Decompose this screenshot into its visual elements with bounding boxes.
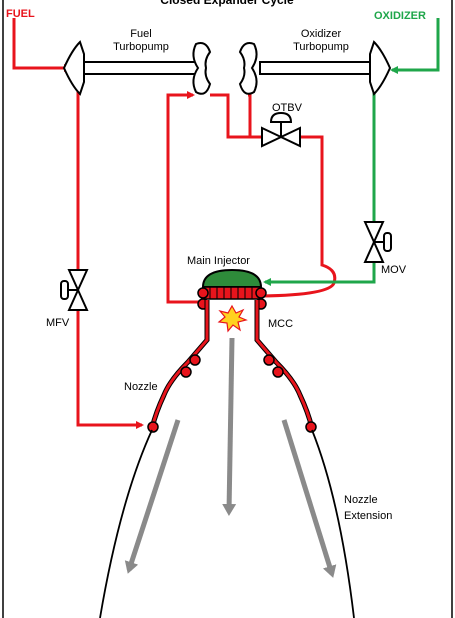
fuel-inlet-line	[12, 18, 72, 72]
nozzle-extension-label-2: Extension	[344, 510, 393, 522]
fuel-turbopump	[62, 40, 212, 96]
exhaust-arrow-left	[124, 419, 181, 574]
mcc-label: MCC	[268, 318, 294, 330]
nozzle-label: Nozzle	[124, 381, 158, 393]
otbv-label: OTBV	[272, 102, 302, 114]
fuel-pump-impeller	[62, 40, 85, 96]
mfv-actuator	[60, 280, 69, 300]
mov-label: MOV	[381, 264, 407, 276]
mov-actuator	[383, 232, 392, 252]
fuel-inlet-label: FUEL	[6, 8, 35, 20]
mov-valve	[363, 221, 392, 263]
oxidizer-turbopump-label-1: Oxidizer	[300, 28, 342, 40]
injector-dome	[201, 268, 263, 288]
otbv-valve	[261, 111, 301, 148]
mfv-valve	[60, 269, 89, 311]
fuel-turbopump-label-1: Fuel	[130, 28, 152, 40]
nozzle-extension-label-1: Nozzle	[344, 494, 378, 506]
oxidizer-inlet-label: OXIDIZER	[374, 10, 426, 22]
oxidizer-turbopump-label-2: Turbopump	[293, 41, 349, 53]
oxidizer-turbopump-shaft	[259, 61, 375, 75]
fuel-turbine-feed	[166, 91, 200, 304]
fuel-turbine-outlet	[210, 93, 262, 139]
exhaust-arrow-center	[222, 337, 237, 516]
main-injector-label: Main Injector	[187, 255, 250, 267]
oxidizer-turbopump	[238, 40, 392, 96]
fuel-turbine-rotor	[192, 42, 212, 95]
fuel-turbopump-shaft	[83, 61, 199, 75]
main-injector	[197, 268, 267, 310]
otbv-actuator	[269, 111, 293, 123]
main-combustion-chamber	[147, 300, 317, 433]
otbv-bypass-line	[261, 135, 337, 298]
oxidizer-line-lower	[263, 262, 376, 286]
fuel-turbopump-label-2: Turbopump	[113, 41, 169, 53]
diagram-title: Closed Expander Cycle	[160, 0, 294, 7]
oxidizer-turbine-rotor	[238, 42, 258, 95]
oxidizer-inlet-line	[390, 18, 440, 74]
mfv-label: MFV	[46, 317, 70, 329]
nozzle-extension	[99, 429, 355, 618]
combustion-flash-icon	[217, 304, 248, 333]
exhaust-arrow-right	[281, 419, 337, 578]
fuel-line-lower	[76, 308, 144, 429]
ox-turbine-drive	[248, 93, 252, 137]
oxidizer-pump-impeller	[369, 40, 392, 96]
